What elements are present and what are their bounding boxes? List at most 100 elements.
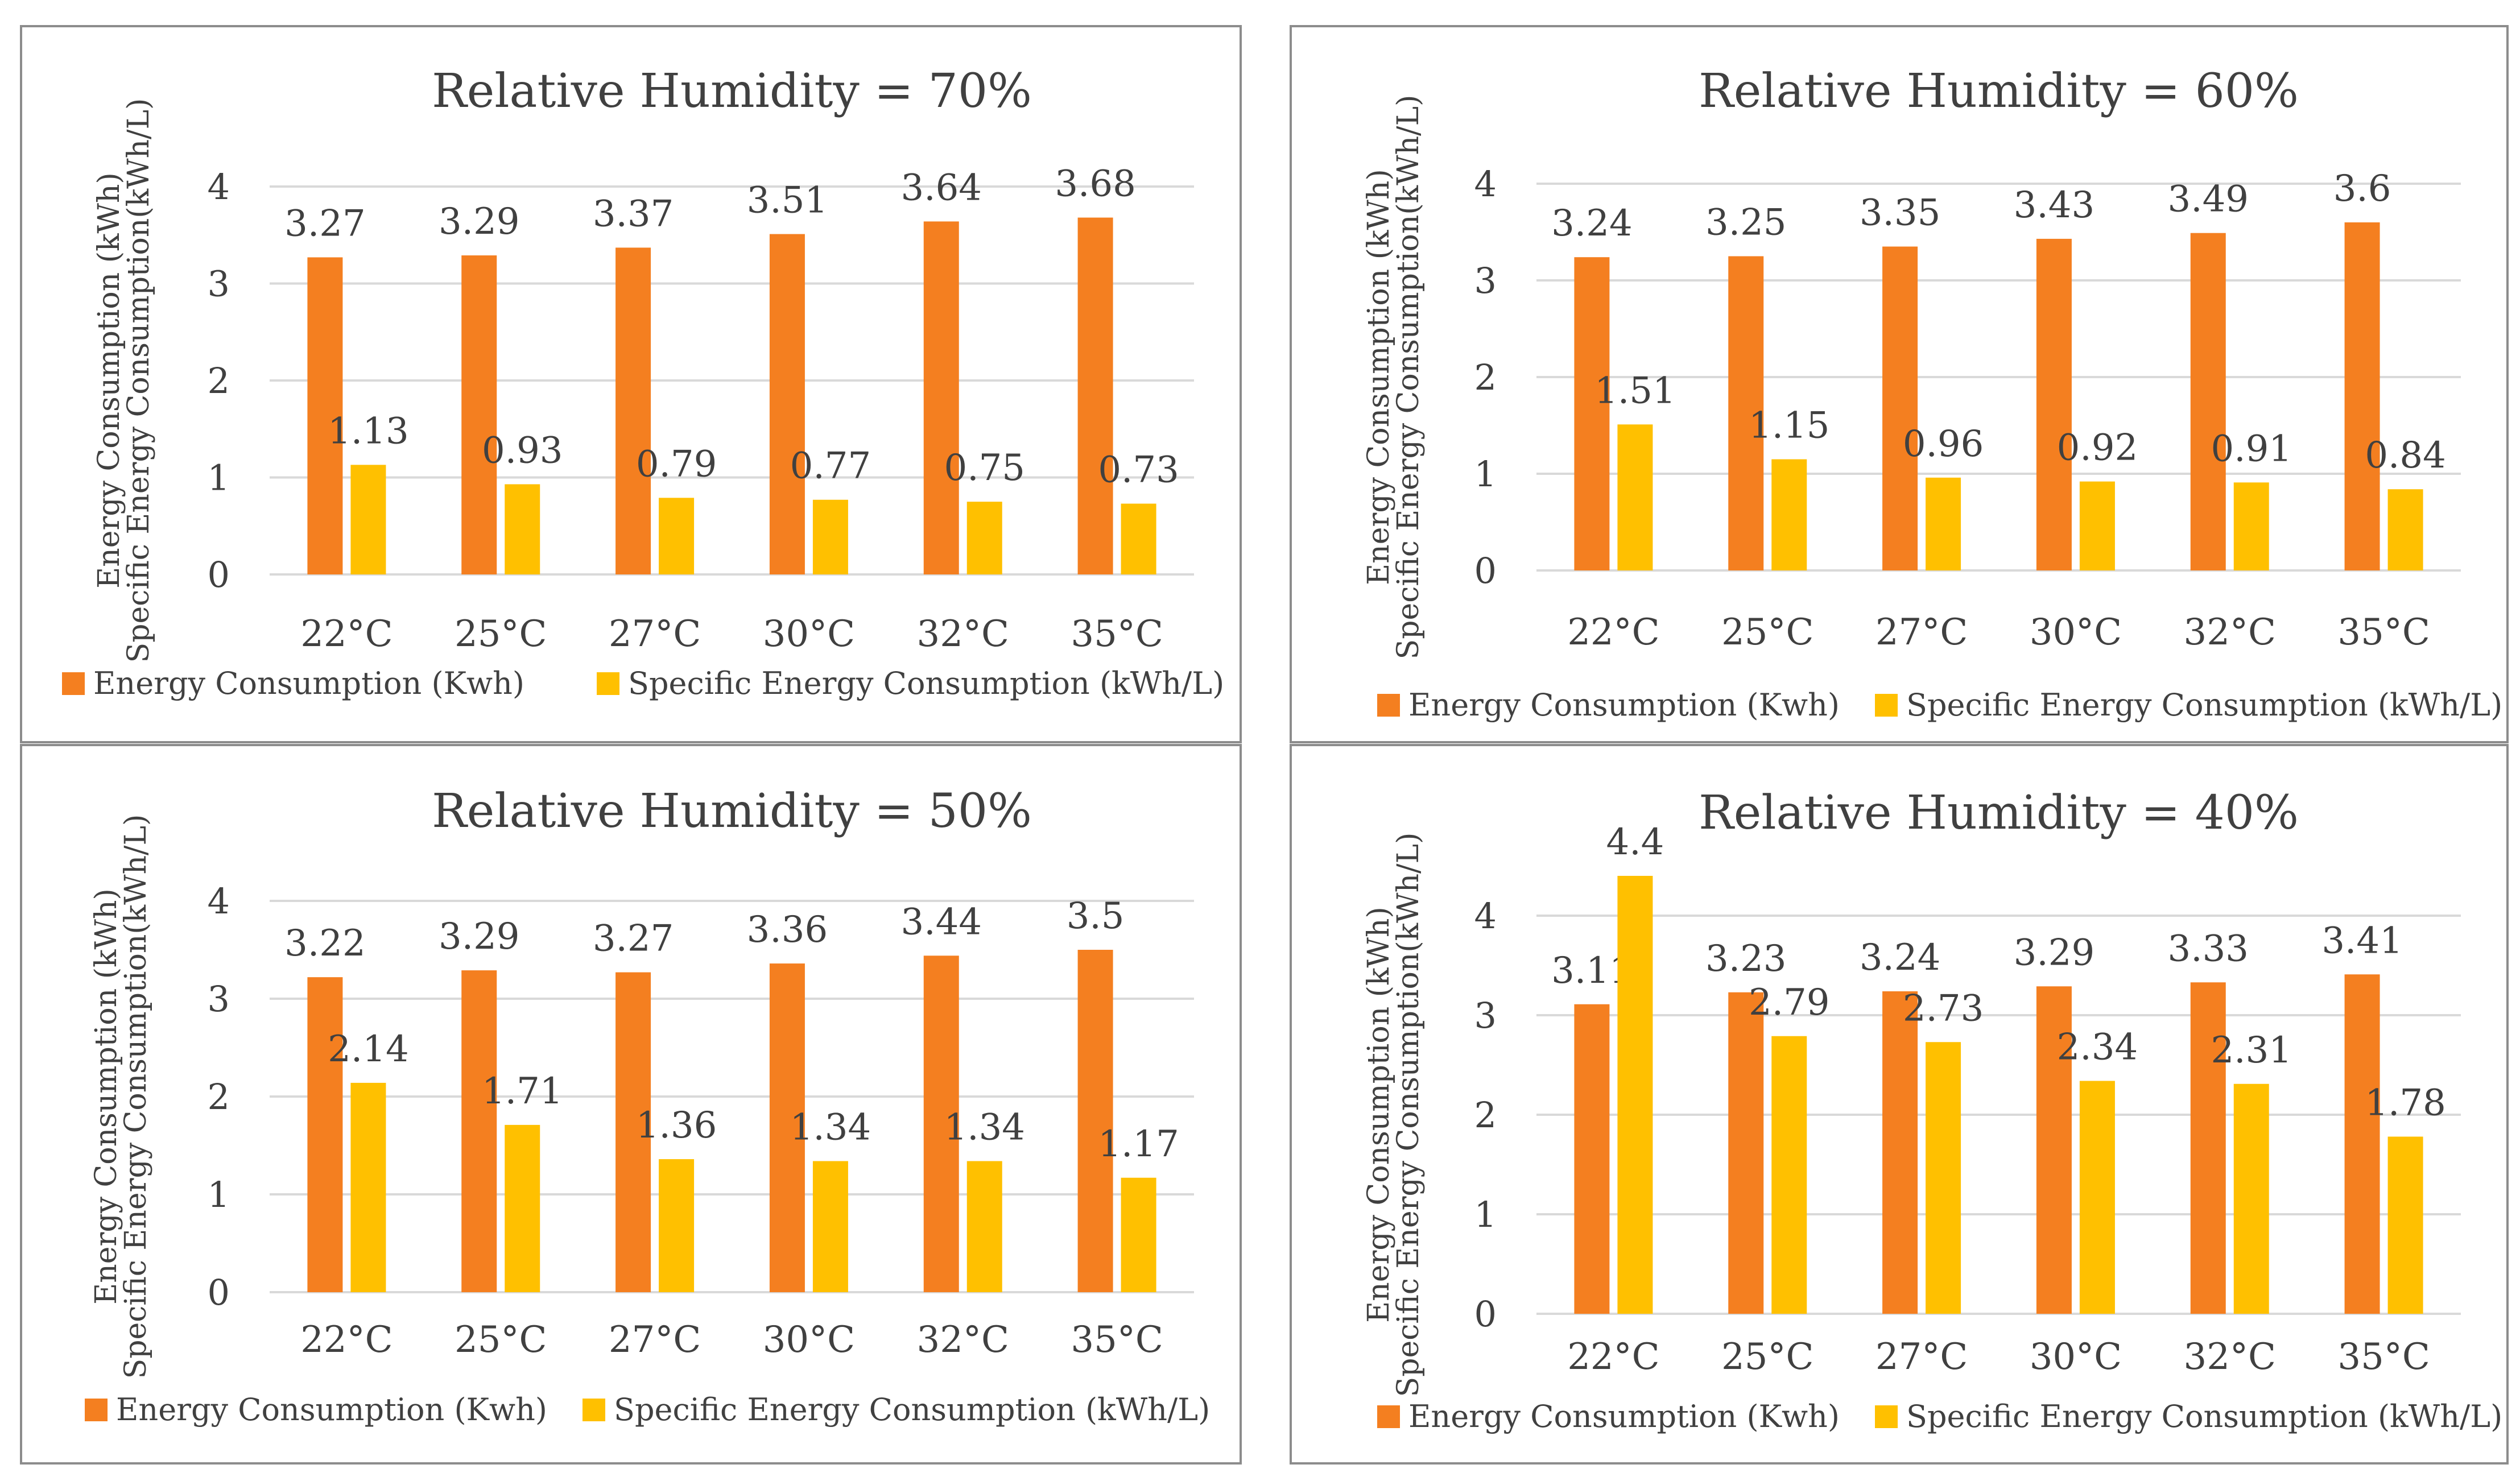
- x-tick-label: 25°C: [455, 1319, 547, 1361]
- bar-energy-consumption: [923, 955, 959, 1292]
- x-tick-label: 30°C: [2030, 1336, 2122, 1378]
- bar-specific-energy-consumption: [1926, 477, 1961, 570]
- bar-energy-consumption: [769, 234, 805, 574]
- data-label: 0.84: [2365, 435, 2446, 477]
- legend-swatch: [1377, 694, 1400, 717]
- data-label: 0.75: [944, 447, 1026, 489]
- y-tick-label: 4: [208, 880, 230, 922]
- legend-label: Specific Energy Consumption (kWh/L): [1906, 1399, 2502, 1434]
- bar-energy-consumption: [615, 247, 651, 574]
- chart-panel-rh-60: Relative Humidity = 60% Energy Consumptio…: [1290, 25, 2509, 743]
- legend-label: Energy Consumption (Kwh): [93, 665, 524, 701]
- y-tick-label: 2: [208, 360, 230, 402]
- bar-specific-energy-consumption: [1771, 459, 1807, 570]
- x-tick-label: 35°C: [1071, 1319, 1163, 1361]
- legend-label: Energy Consumption (Kwh): [1408, 687, 1840, 723]
- bar-specific-energy-consumption: [966, 502, 1002, 574]
- bar-specific-energy-consumption: [1121, 503, 1156, 574]
- bar-specific-energy-consumption: [659, 1159, 695, 1292]
- data-label: 0.96: [1903, 423, 1984, 465]
- data-label: 3.64: [901, 167, 982, 209]
- chart-svg: Relative Humidity = 50% Energy Consumptio…: [85, 784, 1210, 1428]
- y-tick-label: 3: [208, 978, 230, 1020]
- data-label: 3.5: [1067, 895, 1125, 937]
- chart-title: Relative Humidity = 70%: [432, 64, 1032, 118]
- y-tick-label: 1: [1474, 1194, 1497, 1235]
- bar-specific-energy-consumption: [2387, 1136, 2423, 1314]
- data-label: 3.24: [1860, 937, 1941, 979]
- data-label: 1.71: [482, 1070, 563, 1112]
- data-label: 0.91: [2211, 428, 2292, 470]
- legend-label: Energy Consumption (Kwh): [1408, 1399, 1840, 1434]
- data-label: 3.51: [747, 180, 828, 222]
- y-axis-label-line-1: Energy Consumption (kWh): [1362, 169, 1396, 585]
- data-label: 2.34: [2057, 1027, 2138, 1069]
- data-label: 3.33: [2168, 928, 2249, 970]
- bar-specific-energy-consumption: [812, 499, 848, 574]
- data-label: 0.79: [636, 443, 717, 485]
- x-tick-label: 27°C: [609, 613, 701, 655]
- bar-energy-consumption: [1077, 217, 1113, 574]
- x-tick-label: 32°C: [917, 613, 1009, 655]
- bar-energy-consumption: [2036, 238, 2072, 570]
- bar-energy-consumption: [2036, 986, 2072, 1314]
- y-tick-label: 2: [1474, 357, 1497, 398]
- chart-svg: Relative Humidity = 70% Energy Consumptio…: [62, 64, 1224, 701]
- bar-energy-consumption: [1728, 992, 1764, 1314]
- bar-specific-energy-consumption: [1617, 424, 1653, 570]
- x-tick-label: 27°C: [609, 1319, 701, 1361]
- data-label: 3.22: [284, 922, 366, 965]
- y-axis-label-line-2: Specific Energy Consumption(kWh/L): [1391, 95, 1426, 660]
- bar-energy-consumption: [461, 255, 497, 574]
- data-label: 2.79: [1749, 982, 1830, 1024]
- bar-energy-consumption: [1728, 256, 1764, 570]
- bar-energy-consumption: [461, 970, 497, 1292]
- data-label: 1.78: [2365, 1082, 2446, 1124]
- bar-specific-energy-consumption: [2079, 1081, 2115, 1314]
- chart-title: Relative Humidity = 60%: [1699, 64, 2299, 118]
- data-label: 1.36: [636, 1104, 717, 1147]
- data-label: 3.29: [2014, 932, 2095, 974]
- data-label: 2.14: [328, 1028, 409, 1070]
- y-tick-label: 4: [1474, 895, 1497, 937]
- y-tick-label: 0: [1474, 550, 1497, 591]
- data-label: 3.25: [1705, 202, 1787, 244]
- bar-specific-energy-consumption: [1926, 1042, 1961, 1314]
- legend-label: Specific Energy Consumption (kWh/L): [1906, 687, 2502, 723]
- y-tick-label: 2: [1474, 1094, 1497, 1136]
- y-tick-label: 2: [208, 1076, 230, 1118]
- x-tick-label: 27°C: [1875, 611, 1968, 653]
- data-label: 3.44: [901, 901, 982, 943]
- legend-swatch: [1875, 694, 1898, 717]
- chart-panel-rh-50: Relative Humidity = 50% Energy Consumptio…: [20, 744, 1242, 1465]
- data-label: 1.15: [1749, 405, 1830, 447]
- y-tick-label: 0: [1474, 1293, 1497, 1335]
- bar-energy-consumption: [1574, 257, 1610, 570]
- legend-swatch: [583, 1399, 605, 1421]
- y-tick-label: 4: [1474, 163, 1497, 205]
- bar-specific-energy-consumption: [350, 465, 386, 574]
- bar-specific-energy-consumption: [812, 1161, 848, 1292]
- y-axis-label-line-2: Specific Energy Consumption(kWh/L): [1391, 833, 1426, 1397]
- x-tick-label: 25°C: [1721, 611, 1813, 653]
- y-tick-label: 3: [1474, 995, 1497, 1036]
- chart-panel-rh-70: Relative Humidity = 70% Energy Consumptio…: [20, 25, 1242, 743]
- chart-title: Relative Humidity = 40%: [1699, 786, 2299, 840]
- data-label: 3.29: [439, 201, 520, 243]
- bar-energy-consumption: [2344, 974, 2380, 1314]
- legend-swatch: [85, 1399, 108, 1421]
- x-tick-label: 25°C: [455, 613, 547, 655]
- bar-energy-consumption: [2190, 233, 2226, 570]
- legend-swatch: [1377, 1405, 1400, 1428]
- y-axis-label-line-1: Energy Consumption (kWh): [89, 888, 123, 1305]
- bar-specific-energy-consumption: [1771, 1036, 1807, 1314]
- y-axis-label-line-1: Energy Consumption (kWh): [1362, 907, 1396, 1323]
- data-label: 3.49: [2168, 179, 2249, 221]
- data-label: 1.34: [790, 1107, 871, 1149]
- y-tick-label: 0: [208, 1272, 230, 1313]
- y-axis-label-line-2: Specific Energy Consumption(kWh/L): [122, 98, 156, 663]
- data-label: 2.73: [1903, 987, 1984, 1029]
- data-label: 3.68: [1055, 163, 1136, 205]
- y-tick-label: 4: [208, 166, 230, 208]
- bar-specific-energy-consumption: [2387, 489, 2423, 570]
